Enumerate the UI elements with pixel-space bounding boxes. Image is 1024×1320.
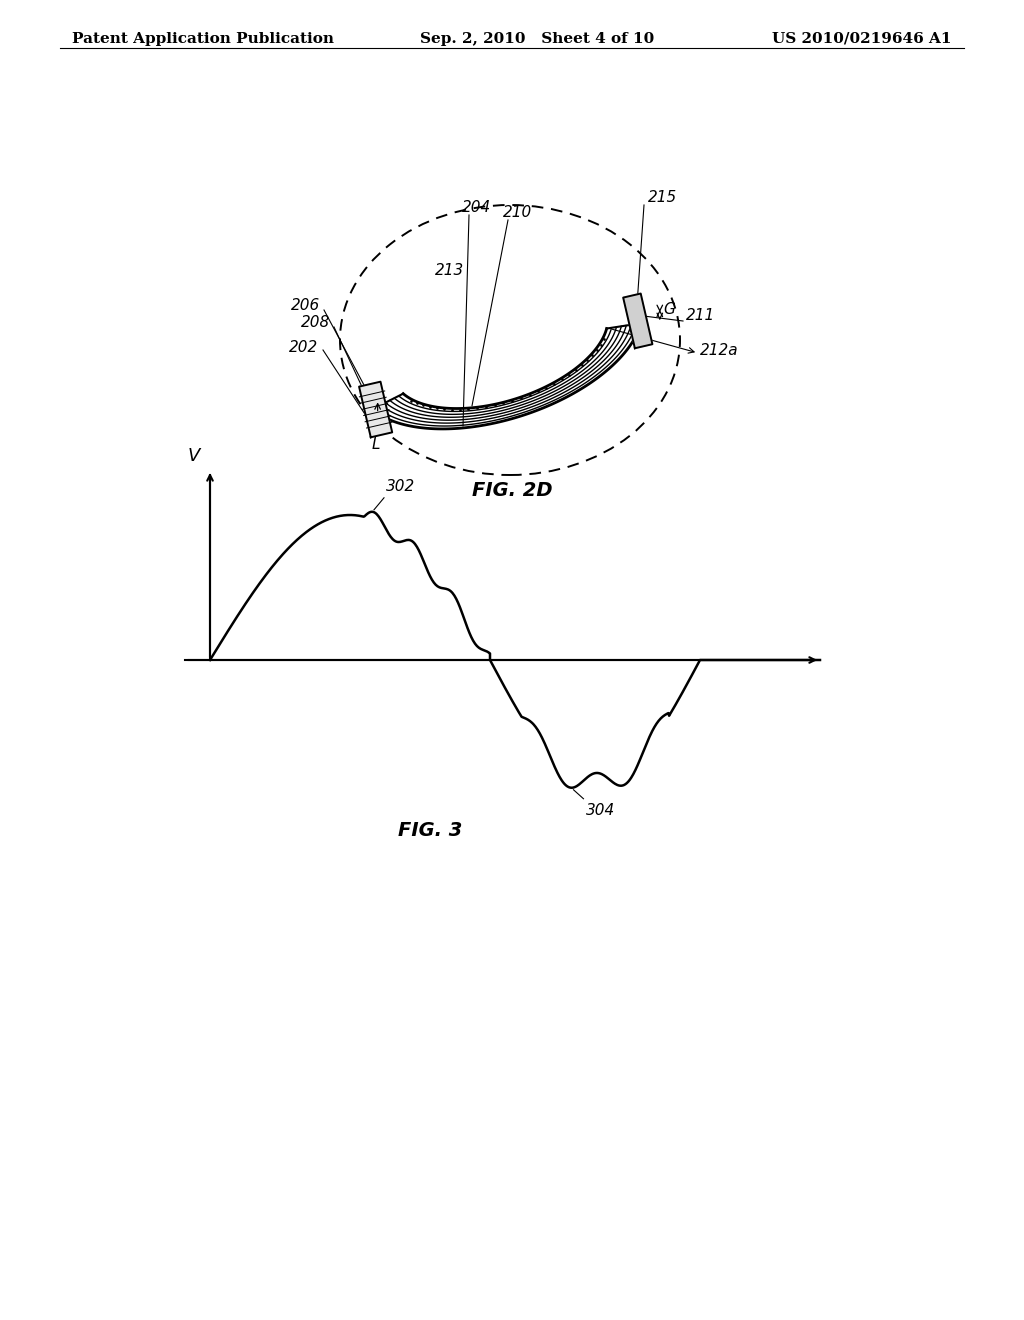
Text: 210: 210 bbox=[503, 205, 532, 220]
Text: G: G bbox=[664, 302, 676, 317]
Text: FIG. 2D: FIG. 2D bbox=[472, 480, 552, 499]
Text: 304: 304 bbox=[586, 803, 614, 818]
Text: 302: 302 bbox=[386, 479, 416, 494]
Text: 213: 213 bbox=[435, 263, 464, 279]
Text: 206: 206 bbox=[291, 298, 319, 313]
Text: FIG. 3: FIG. 3 bbox=[397, 821, 462, 840]
Text: US 2010/0219646 A1: US 2010/0219646 A1 bbox=[772, 32, 952, 46]
Text: 202: 202 bbox=[289, 341, 318, 355]
Text: Sep. 2, 2010   Sheet 4 of 10: Sep. 2, 2010 Sheet 4 of 10 bbox=[420, 32, 654, 46]
Text: L: L bbox=[372, 437, 380, 453]
Text: 208: 208 bbox=[301, 315, 330, 330]
Text: 204: 204 bbox=[462, 201, 492, 215]
Text: 215: 215 bbox=[648, 190, 677, 205]
Text: Patent Application Publication: Patent Application Publication bbox=[72, 32, 334, 46]
Polygon shape bbox=[359, 381, 392, 437]
Text: 212a: 212a bbox=[700, 343, 738, 358]
Text: 211: 211 bbox=[686, 308, 715, 323]
Text: V: V bbox=[187, 447, 200, 465]
Polygon shape bbox=[624, 293, 652, 348]
